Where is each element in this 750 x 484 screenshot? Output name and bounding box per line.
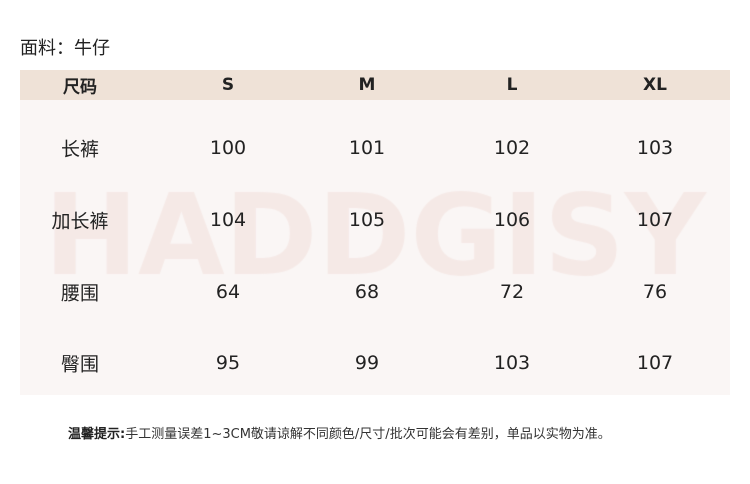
table-cell: 100 — [209, 137, 247, 159]
table-cell: 106 — [493, 209, 531, 231]
table-cell: 102 — [493, 137, 531, 159]
table-cell: 103 — [493, 352, 531, 374]
table-cell: 68 — [354, 281, 380, 303]
table-cell: 105 — [348, 209, 386, 231]
watermark-image — [20, 100, 730, 395]
row-label: 臀围 — [60, 353, 100, 376]
table-cell: 95 — [215, 352, 241, 374]
table-header: 尺码 S M L XL — [20, 70, 730, 100]
table-cell: 72 — [499, 281, 525, 303]
tip-text: 手工测量误差1~3CM敬请谅解不同颜色/尺寸/批次可能会有差别，单品以实物为准。 — [125, 427, 611, 442]
table-cell: 76 — [642, 281, 668, 303]
tip-note: 温馨提示:手工测量误差1~3CM敬请谅解不同颜色/尺寸/批次可能会有差别，单品以… — [68, 423, 611, 442]
header-xl: XL — [643, 75, 667, 95]
table-cell: 99 — [354, 352, 380, 374]
header-size: 尺码 — [63, 77, 97, 98]
table-cell: 64 — [215, 281, 241, 303]
table-cell: 107 — [636, 352, 674, 374]
size-table: 尺码 S M L XL 长裤 100 101 102 103 加长裤 104 105 106 10… — [20, 70, 730, 395]
header-l: L — [506, 75, 518, 95]
table-body: 长裤 100 101 102 103 加长裤 104 105 106 107 腰围 64 68 72 76 臀… — [20, 100, 730, 395]
table-cell: 101 — [348, 137, 386, 159]
table-cell: 104 — [209, 209, 247, 231]
table-cell: 107 — [636, 209, 674, 231]
row-label: 加长裤 — [51, 210, 109, 233]
fabric-label: 面料：牛仔 — [20, 38, 110, 59]
row-label: 长裤 — [60, 138, 100, 161]
row-label: 腰围 — [60, 282, 100, 305]
table-cell: 103 — [636, 137, 674, 159]
tip-title: 温馨提示: — [68, 427, 126, 442]
header-s: S — [221, 75, 235, 95]
header-m: M — [358, 75, 376, 95]
